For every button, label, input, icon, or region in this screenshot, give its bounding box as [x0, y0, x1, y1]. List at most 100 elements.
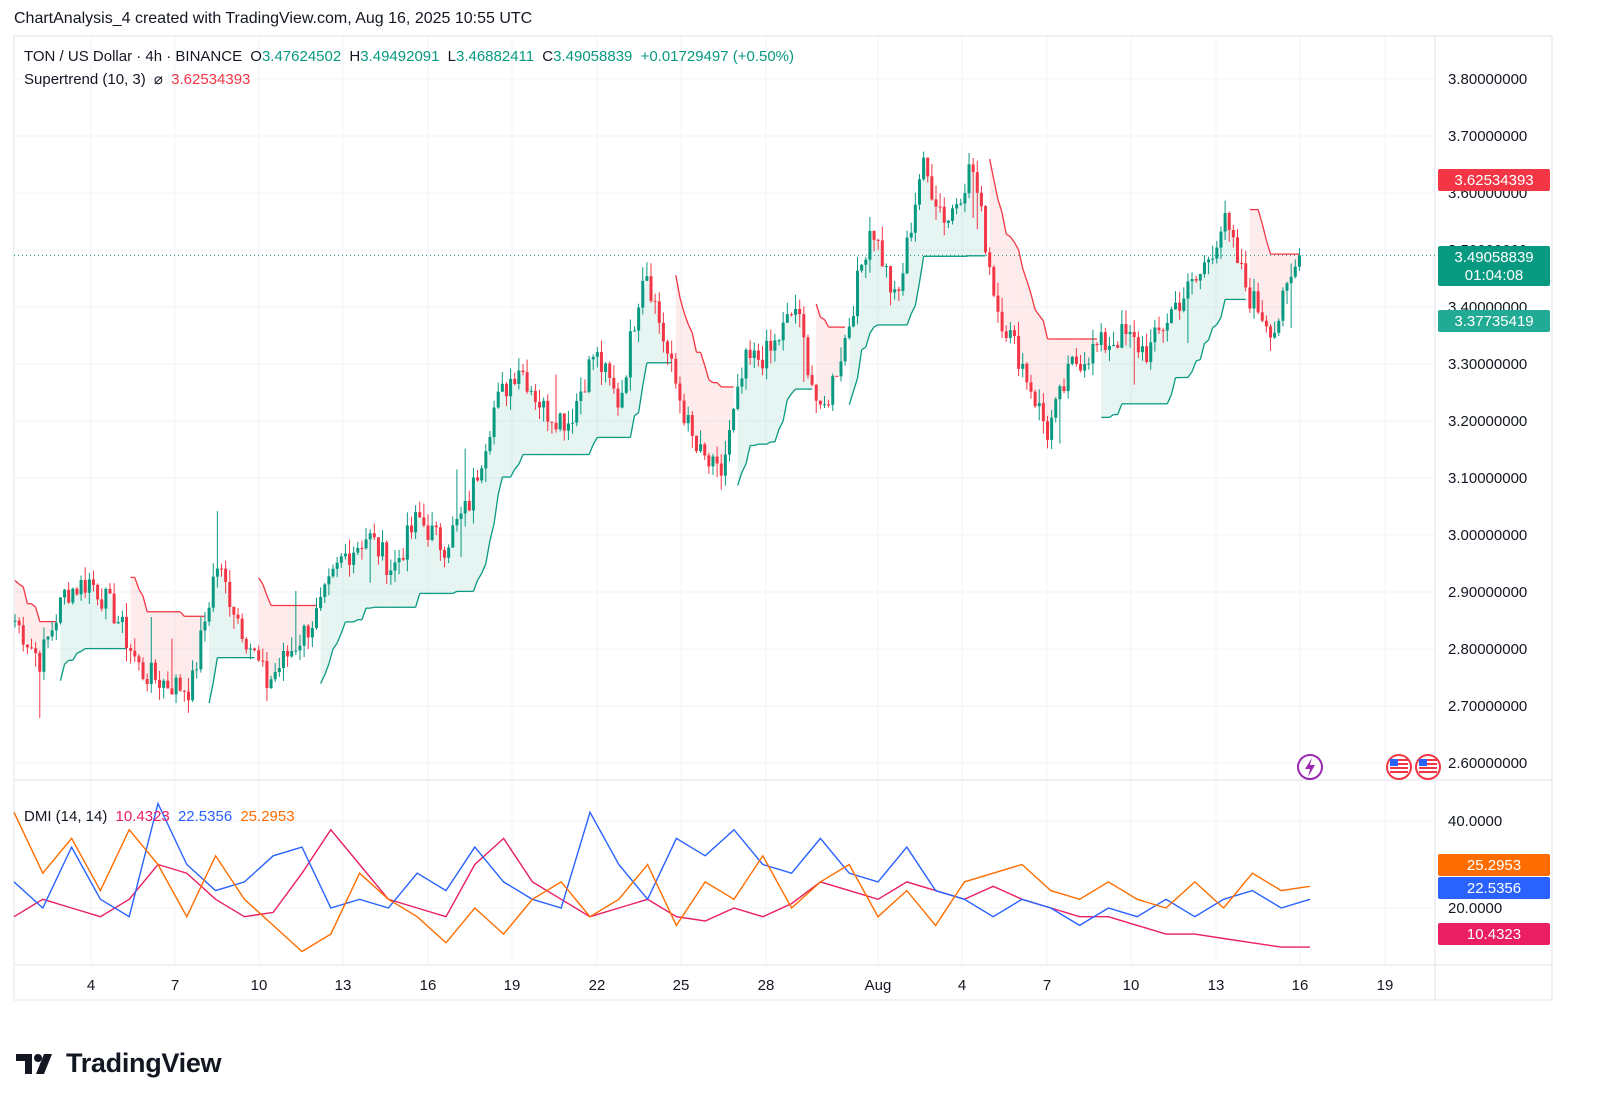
candle[interactable]	[872, 230, 876, 252]
candle[interactable]	[1207, 256, 1211, 275]
lightning-event-icon[interactable]	[1297, 754, 1323, 780]
candle[interactable]	[480, 465, 484, 484]
candle[interactable]	[79, 575, 83, 601]
candle[interactable]	[207, 602, 211, 627]
candle[interactable]	[422, 503, 426, 528]
candle[interactable]	[438, 523, 442, 561]
candle[interactable]	[843, 334, 847, 366]
candle[interactable]	[798, 299, 802, 328]
candle[interactable]	[125, 603, 129, 662]
candle[interactable]	[298, 634, 302, 661]
candle[interactable]	[405, 512, 409, 572]
candle[interactable]	[666, 339, 670, 365]
candle[interactable]	[1153, 319, 1157, 352]
candle[interactable]	[1017, 321, 1021, 377]
candle[interactable]	[959, 198, 963, 206]
candle[interactable]	[158, 670, 162, 700]
candle[interactable]	[1124, 310, 1128, 346]
candle[interactable]	[1178, 292, 1182, 320]
candle[interactable]	[769, 329, 773, 364]
candle[interactable]	[653, 293, 657, 314]
candle[interactable]	[1293, 259, 1297, 279]
candle[interactable]	[814, 383, 818, 414]
candle[interactable]	[657, 292, 661, 334]
candle[interactable]	[1240, 248, 1244, 270]
candle[interactable]	[447, 544, 451, 564]
candle[interactable]	[162, 678, 166, 699]
candle[interactable]	[1099, 323, 1103, 352]
candle[interactable]	[633, 326, 636, 332]
candle[interactable]	[273, 662, 277, 683]
candle[interactable]	[1025, 362, 1029, 390]
candle[interactable]	[806, 334, 810, 379]
candle[interactable]	[1107, 336, 1111, 362]
candle[interactable]	[104, 587, 108, 620]
candle[interactable]	[1289, 263, 1293, 329]
candle[interactable]	[661, 312, 665, 353]
candle[interactable]	[645, 262, 649, 282]
candle[interactable]	[938, 193, 942, 213]
candle[interactable]	[963, 183, 967, 213]
candle[interactable]	[30, 638, 34, 650]
candle[interactable]	[145, 673, 149, 692]
candle[interactable]	[1260, 300, 1264, 323]
candle[interactable]	[934, 185, 938, 220]
candle[interactable]	[1211, 245, 1215, 265]
candle[interactable]	[71, 587, 75, 605]
candle[interactable]	[979, 185, 983, 212]
candle[interactable]	[100, 588, 104, 612]
candle[interactable]	[1285, 281, 1289, 305]
supertrend-label[interactable]: Supertrend (10, 3)	[24, 71, 146, 88]
candle[interactable]	[294, 591, 298, 655]
candle[interactable]	[1128, 324, 1132, 348]
candle[interactable]	[707, 452, 711, 474]
candle[interactable]	[137, 654, 141, 671]
candle[interactable]	[562, 413, 566, 441]
candle[interactable]	[818, 400, 822, 409]
candle[interactable]	[856, 256, 860, 325]
candle[interactable]	[748, 340, 752, 365]
candle[interactable]	[1169, 306, 1173, 324]
candle[interactable]	[356, 541, 360, 556]
candle[interactable]	[777, 339, 781, 346]
candle[interactable]	[996, 282, 1000, 323]
candle[interactable]	[579, 377, 583, 415]
candle[interactable]	[1033, 389, 1037, 408]
candle[interactable]	[286, 645, 290, 667]
us-flag-event-icon[interactable]	[1415, 754, 1441, 780]
candle[interactable]	[112, 583, 116, 624]
candle[interactable]	[773, 333, 777, 362]
candle[interactable]	[1174, 291, 1178, 310]
candle[interactable]	[785, 302, 789, 324]
candle[interactable]	[827, 399, 831, 408]
candle[interactable]	[261, 648, 265, 667]
candle[interactable]	[1087, 357, 1091, 370]
candle[interactable]	[1136, 331, 1140, 359]
candle[interactable]	[1112, 331, 1116, 347]
candle[interactable]	[195, 662, 199, 679]
candle[interactable]	[174, 674, 178, 704]
candle[interactable]	[868, 216, 872, 273]
candle[interactable]	[488, 431, 492, 455]
candle[interactable]	[831, 373, 835, 411]
candle[interactable]	[1281, 287, 1285, 327]
candle[interactable]	[909, 222, 913, 242]
candle[interactable]	[211, 563, 215, 613]
candle[interactable]	[153, 659, 157, 684]
candle[interactable]	[761, 346, 765, 376]
candle[interactable]	[343, 544, 347, 560]
candle[interactable]	[348, 539, 352, 577]
candle[interactable]	[1008, 321, 1012, 344]
candle[interactable]	[674, 352, 678, 389]
candle[interactable]	[802, 306, 806, 383]
candle[interactable]	[901, 262, 905, 296]
candle[interactable]	[186, 678, 190, 713]
candle[interactable]	[203, 611, 207, 642]
candle[interactable]	[91, 570, 95, 592]
candle[interactable]	[942, 197, 946, 236]
candle[interactable]	[199, 616, 203, 673]
candle[interactable]	[583, 379, 587, 393]
candle[interactable]	[1277, 318, 1281, 337]
candle[interactable]	[1058, 384, 1062, 444]
tradingview-logo[interactable]: TradingView	[16, 1048, 222, 1079]
